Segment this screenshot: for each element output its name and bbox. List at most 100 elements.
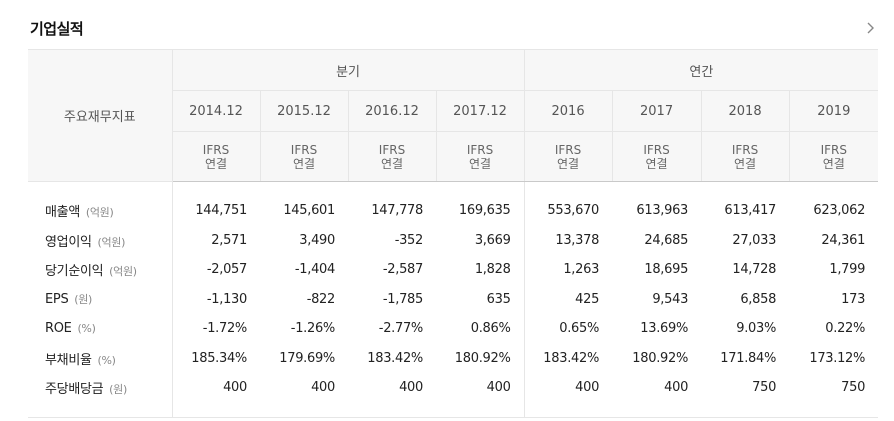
- metric-label: ROE: [45, 321, 72, 337]
- value-cell: 180.92%: [632, 350, 689, 366]
- value-cell: -1.26%: [290, 321, 336, 337]
- table-row: 영업이익 (억원) 2,571 3,490 -352 3,669 13,378 24,685…: [28, 225, 878, 255]
- standard-sub-label: 연결: [734, 156, 757, 171]
- metric-unit: (원): [109, 383, 127, 397]
- value-cell: 147,778: [371, 203, 423, 219]
- value-cell: 171.84%: [720, 350, 777, 366]
- table-row: 주당배당금 (원) 400 400 400 400 400 400 750 750: [28, 373, 879, 418]
- metric-unit: (%): [77, 322, 96, 336]
- period-header: 2016: [523, 90, 613, 132]
- metric-unit: (원): [74, 293, 93, 307]
- value-cell: 613,963: [636, 203, 689, 219]
- value-cell: 613,417: [724, 203, 777, 219]
- value-cell: 173: [841, 291, 866, 307]
- period-header: 2019: [788, 90, 879, 132]
- standard-label: IFRS: [554, 142, 582, 157]
- standard-header: IFRS 연결: [435, 131, 525, 182]
- metric-label: 부채비율: [45, 352, 92, 368]
- value-cell: 400: [260, 373, 348, 418]
- standard-sub-label: 연결: [822, 156, 845, 171]
- group-quarterly: 분기: [172, 49, 525, 91]
- standard-sub-label: 연결: [468, 156, 492, 171]
- standard-label: IFRS: [378, 142, 406, 157]
- standard-header: IFRS 연결: [347, 131, 436, 182]
- financial-table: 주요재무지표 분기 연간 2014.12 2015.12 2016.12 2017.1…: [28, 49, 879, 418]
- metric-label-cell: EPS (원): [28, 284, 173, 314]
- value-cell: 0.22%: [825, 321, 866, 337]
- value-cell: -2.77%: [378, 321, 424, 337]
- standard-header: IFRS 연결: [172, 131, 260, 182]
- value-cell: 173.12%: [809, 350, 866, 366]
- metric-unit: (%): [97, 353, 116, 367]
- standard-label: IFRS: [202, 142, 230, 157]
- metric-unit: (억원): [109, 265, 137, 279]
- metric-unit: (억원): [97, 235, 126, 249]
- period-header: 2018: [700, 90, 790, 132]
- metric-label: 주당배당금: [45, 382, 104, 398]
- metric-label: 영업이익: [45, 234, 92, 250]
- value-cell: 24,685: [644, 232, 689, 248]
- value-cell: 14,728: [732, 262, 777, 278]
- value-cell: 185.34%: [191, 350, 247, 366]
- value-cell: -1,130: [206, 291, 247, 307]
- standard-label: IFRS: [820, 142, 848, 157]
- standard-label: IFRS: [643, 142, 670, 157]
- metric-label-cell: 부채비율 (%): [28, 343, 173, 373]
- value-cell: 400: [348, 373, 436, 418]
- value-cell: 553,670: [523, 181, 613, 226]
- value-cell: 13.69%: [640, 321, 689, 337]
- chevron-right-icon: [867, 22, 874, 34]
- standard-header: IFRS 연결: [700, 131, 790, 182]
- value-cell: 144,751: [195, 203, 247, 219]
- metric-label: 매출액: [45, 205, 80, 221]
- group-annual: 연간: [523, 49, 879, 91]
- value-cell: 9.03%: [736, 321, 777, 337]
- standard-sub-label: 연결: [380, 156, 404, 171]
- table-row: 매출액 (억원) 144,751 145,601 147,778 169,635 553,…: [28, 181, 878, 226]
- standard-sub-label: 연결: [645, 156, 668, 171]
- section-title: 기업실적: [30, 20, 84, 38]
- value-cell: 180.92%: [454, 350, 511, 366]
- value-cell: 400: [523, 373, 613, 418]
- value-cell: 0.65%: [523, 314, 613, 344]
- value-cell: 183.42%: [367, 350, 423, 366]
- more-button[interactable]: [860, 18, 880, 38]
- standard-header: IFRS 연결: [523, 131, 613, 182]
- standard-header: IFRS 연결: [788, 131, 879, 182]
- value-cell: 750: [789, 373, 879, 418]
- value-cell: 179.69%: [279, 350, 335, 366]
- standard-label: IFRS: [290, 142, 318, 157]
- metric-unit: (억원): [85, 206, 114, 220]
- standard-header: IFRS 연결: [259, 131, 348, 182]
- value-cell: 400: [612, 373, 702, 418]
- standard-label: IFRS: [731, 142, 759, 157]
- value-cell: 6,858: [740, 291, 777, 307]
- value-cell: 169,635: [458, 203, 511, 219]
- value-cell: 1,828: [474, 262, 511, 278]
- metric-label-cell: 당기순이익 (억원): [28, 255, 173, 285]
- period-header: 2015.12: [259, 90, 348, 132]
- value-cell: 9,543: [652, 291, 689, 307]
- value-cell: -2,587: [382, 262, 423, 278]
- value-cell: -352: [394, 232, 424, 248]
- value-cell: 145,601: [283, 203, 335, 219]
- value-cell: 3,490: [299, 232, 335, 248]
- value-cell: 13,378: [523, 225, 613, 255]
- value-cell: 750: [701, 373, 790, 418]
- value-cell: -1,785: [382, 291, 423, 307]
- value-cell: 183.42%: [523, 343, 613, 373]
- metric-label-cell: 매출액 (억원): [28, 181, 173, 226]
- table-row: EPS (원) -1,130 -822 -1,785 635 425 9,543 6,858 1…: [28, 284, 878, 314]
- value-cell: 1,263: [523, 255, 613, 285]
- metric-label: 당기순이익: [45, 264, 104, 280]
- value-cell: 623,062: [813, 203, 866, 219]
- value-cell: 24,361: [821, 232, 866, 248]
- value-cell: -822: [306, 291, 336, 307]
- metric-label-cell: 영업이익 (억원): [28, 225, 173, 255]
- standard-sub-label: 연결: [204, 156, 228, 171]
- metric-label-cell: ROE (%): [28, 314, 173, 344]
- value-cell: 3,669: [474, 232, 511, 248]
- row-header-label: 주요재무지표: [28, 49, 173, 182]
- value-cell: 27,033: [732, 232, 777, 248]
- metric-label: EPS: [45, 292, 69, 308]
